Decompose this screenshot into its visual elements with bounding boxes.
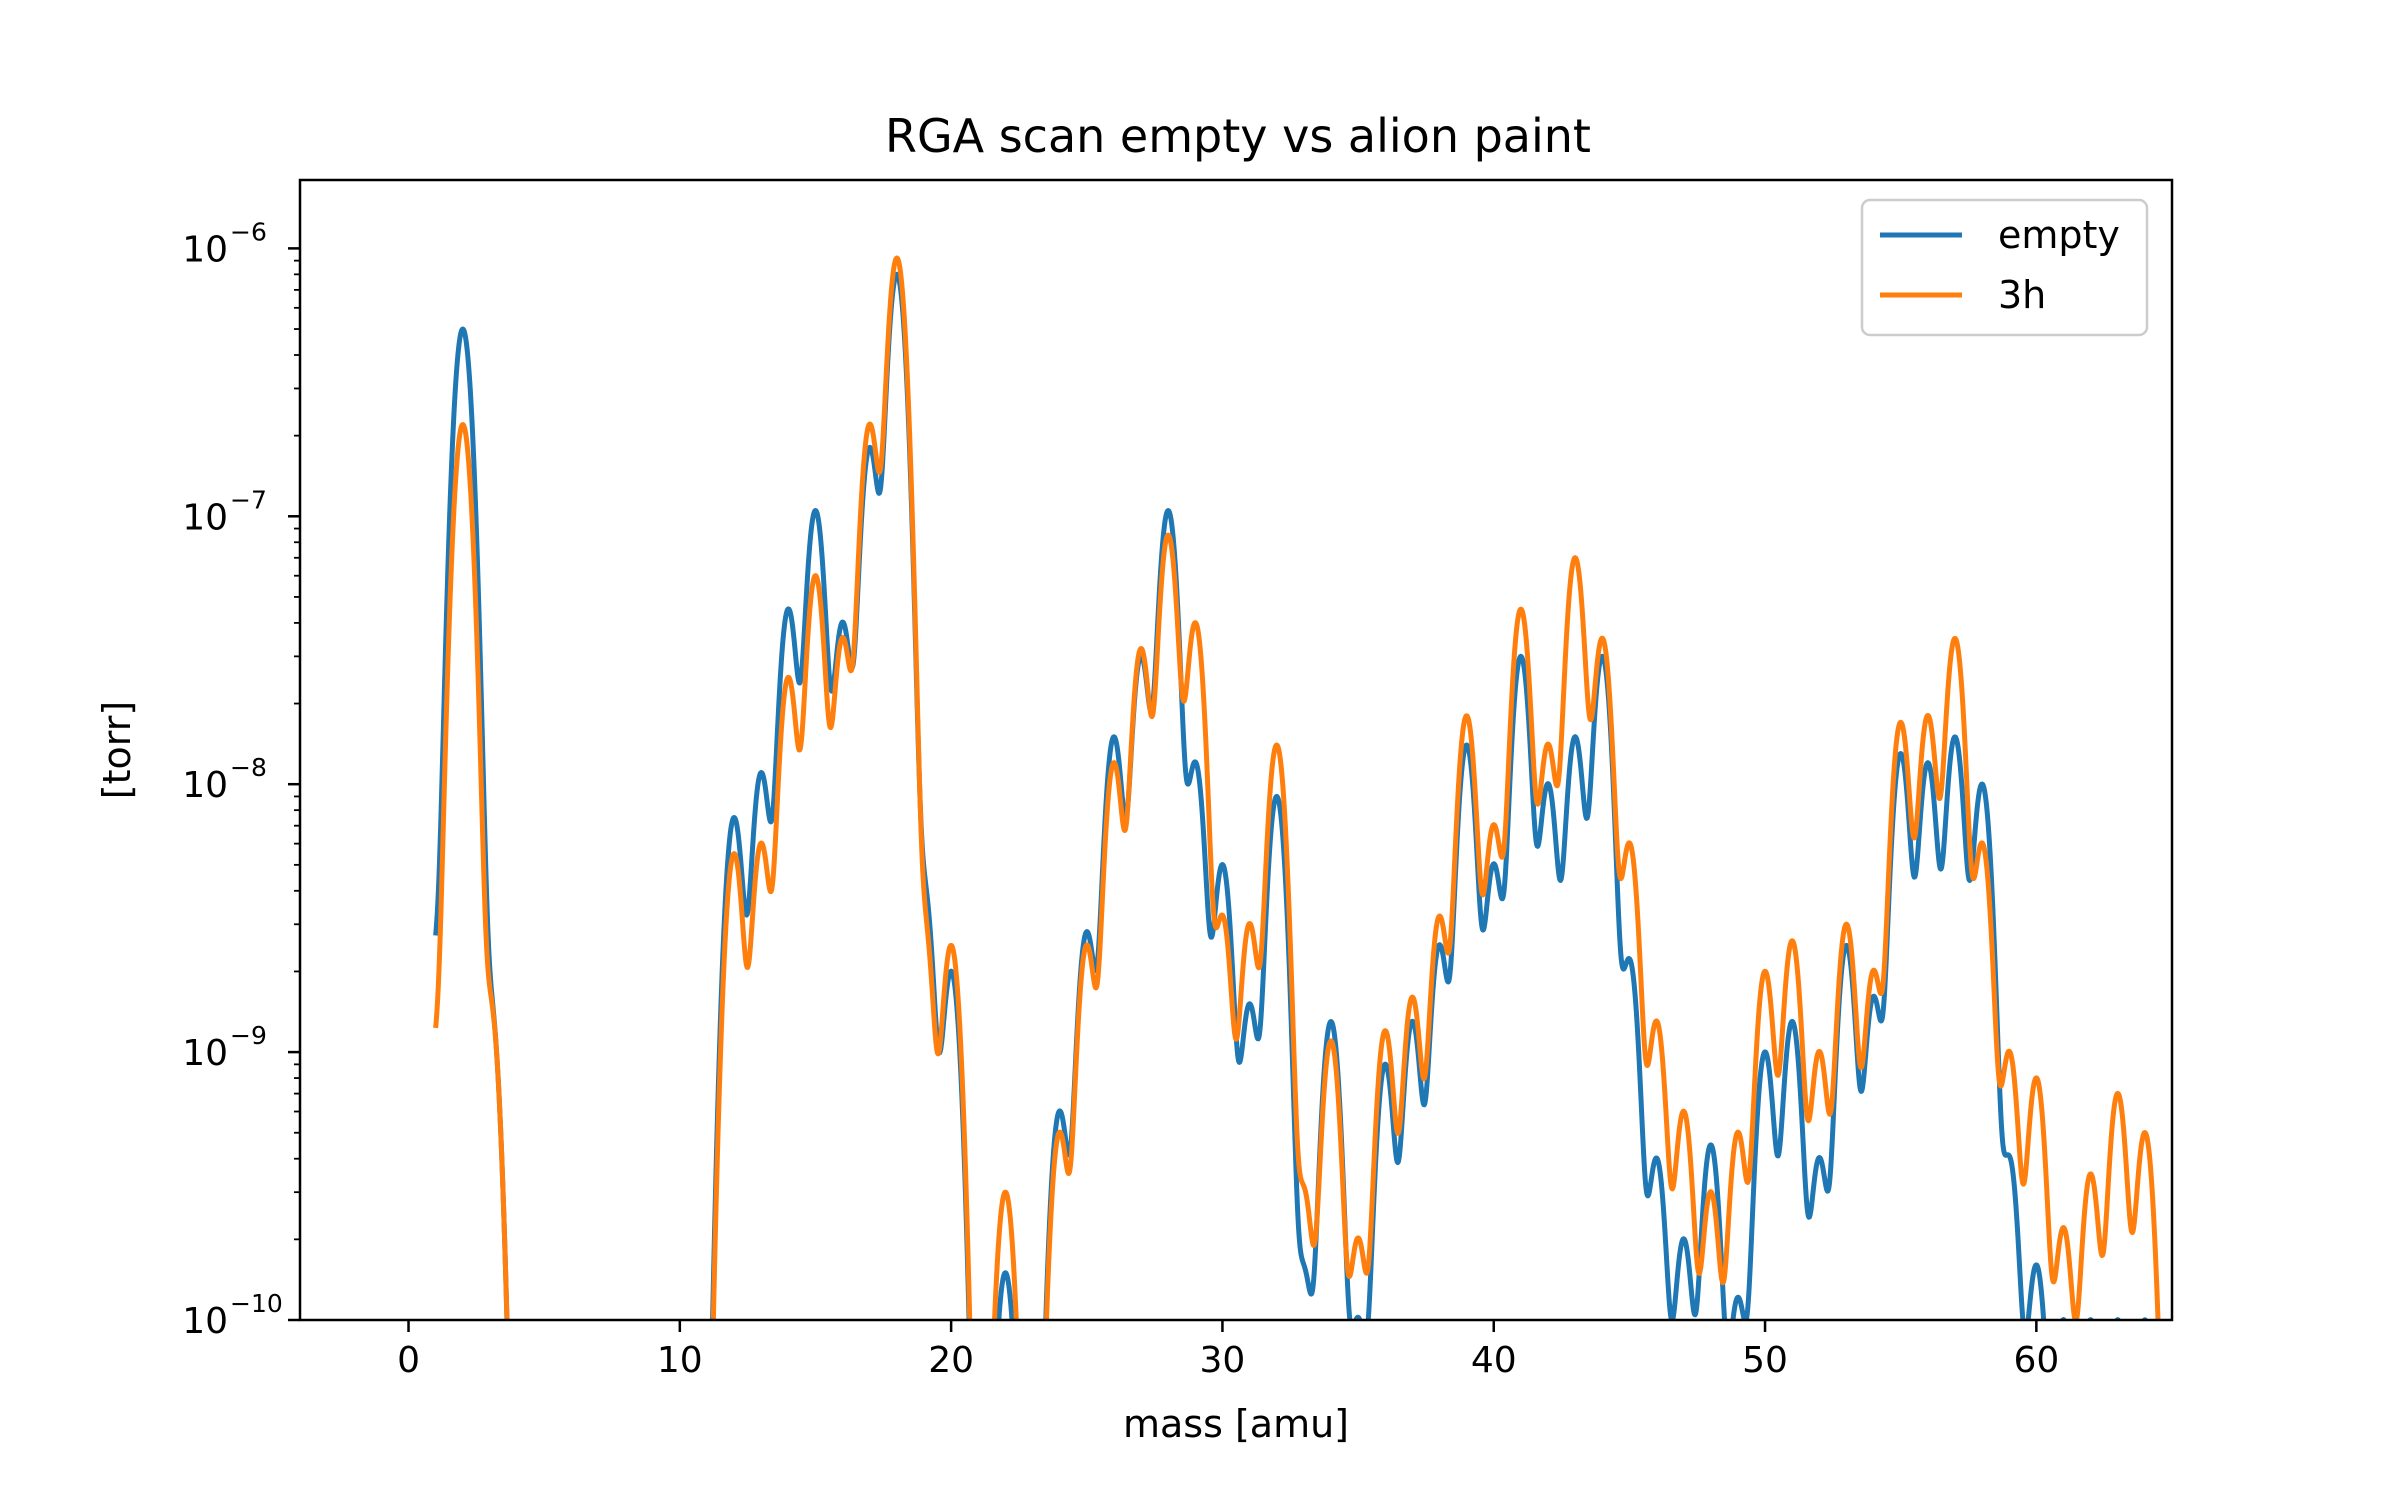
legend-label-3h: 3h	[1998, 273, 2046, 317]
y-tick-exponent: −9	[230, 1021, 267, 1050]
plot-frame	[298, 178, 2174, 1322]
chart-title: RGA scan empty vs alion paint	[885, 109, 1591, 163]
x-tick-label: 0	[397, 1340, 420, 1381]
x-tick-label: 60	[2013, 1340, 2059, 1381]
x-tick-label: 40	[1471, 1340, 1517, 1381]
y-tick-exponent: −10	[230, 1289, 283, 1318]
y-axis-label: [torr]	[95, 701, 139, 799]
y-tick-label: 10	[182, 765, 228, 806]
x-axis-label: mass [amu]	[1123, 1402, 1349, 1446]
y-tick-label: 10	[182, 1301, 228, 1342]
y-tick-label: 10	[182, 229, 228, 270]
y-tick-exponent: −8	[230, 753, 267, 782]
series-layer	[433, 255, 2161, 1320]
legend: empty 3h	[1860, 198, 2149, 337]
x-axis: 0 10 20 30 40 50 60	[397, 1320, 2059, 1381]
y-tick-label: 10	[182, 1033, 228, 1074]
legend-label-empty: empty	[1998, 213, 2120, 257]
y-tick-exponent: −7	[230, 485, 267, 514]
y-tick-exponent: −6	[230, 217, 267, 246]
x-tick-label: 10	[657, 1340, 703, 1381]
x-tick-label: 50	[1742, 1340, 1788, 1381]
x-tick-label: 20	[928, 1340, 974, 1381]
x-tick-label: 30	[1200, 1340, 1246, 1381]
y-tick-label: 10	[182, 497, 228, 538]
series-line-3h	[433, 255, 2161, 1320]
